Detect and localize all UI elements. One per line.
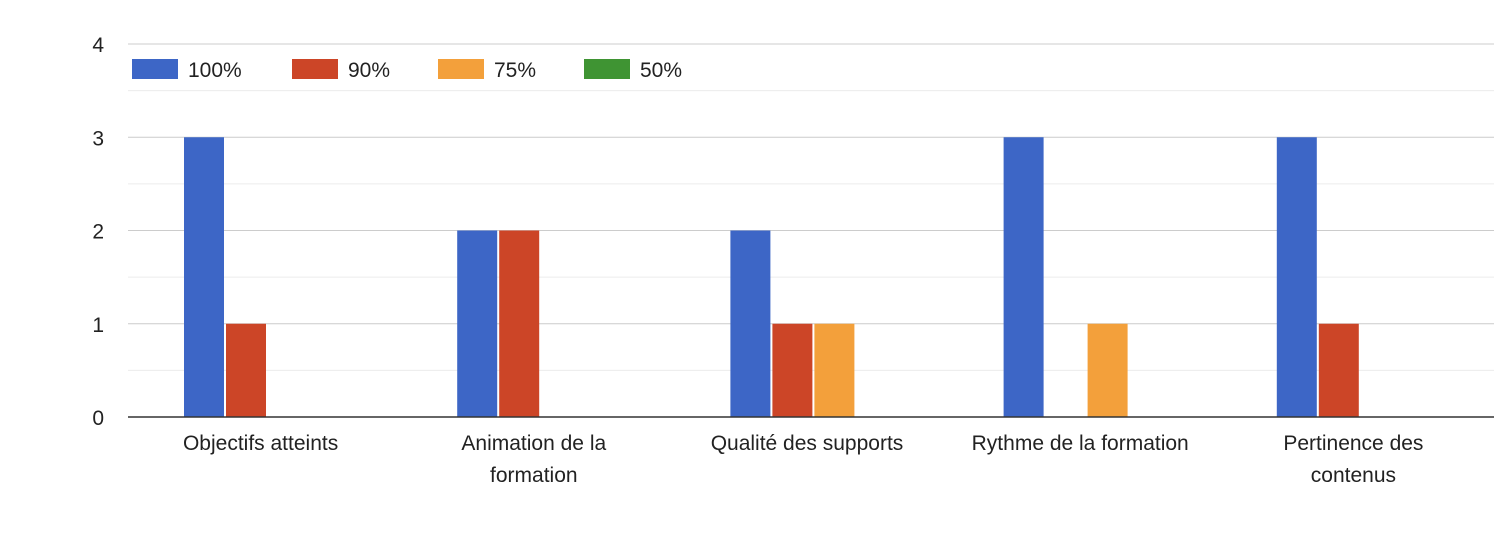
bar: [1087, 323, 1128, 417]
y-tick-label: 4: [92, 34, 104, 57]
y-tick-label: 1: [92, 314, 104, 337]
x-tick-label: Objectifs atteints: [183, 432, 338, 455]
x-tick-label-line: Objectifs atteints: [183, 432, 338, 455]
legend-item: 50%: [584, 59, 682, 82]
x-tick-label-line: Animation de la: [461, 432, 606, 455]
bar: [1318, 323, 1359, 417]
bar: [1276, 137, 1317, 417]
legend-label: 100%: [188, 59, 242, 82]
x-tick-label: Animation de la formation: [461, 432, 606, 487]
bar: [1003, 137, 1044, 417]
legend-swatch: [584, 59, 630, 79]
legend-item: 75%: [438, 59, 536, 82]
legend-swatch: [132, 59, 178, 79]
x-tick-label-line: contenus: [1311, 464, 1396, 487]
bar: [772, 323, 813, 417]
x-tick-label-line: formation: [490, 464, 578, 487]
x-tick-label-line: Rythme de la formation: [972, 432, 1189, 455]
bar: [814, 323, 855, 417]
y-tick-label: 0: [92, 407, 104, 430]
legend-item: 100%: [132, 59, 242, 82]
x-tick-label-line: Qualité des supports: [711, 432, 904, 455]
legend-label: 75%: [494, 59, 536, 82]
bar: [226, 323, 266, 417]
x-tick-label: Rythme de la formation: [972, 432, 1189, 455]
x-tick-label: Qualité des supports: [711, 432, 904, 455]
legend: 100% 90% 75% 50%: [132, 59, 682, 82]
bar: [184, 137, 224, 417]
legend-label: 90%: [348, 59, 390, 82]
y-tick-label: 3: [92, 127, 104, 150]
bars: [184, 137, 1359, 417]
bar: [499, 230, 540, 417]
axes: 0 1 2 3 4 Objectifs atteints Animation de la fo…: [92, 34, 1494, 487]
legend-item: 90%: [292, 59, 390, 82]
legend-swatch: [438, 59, 484, 79]
x-tick-label-line: Pertinence des: [1283, 432, 1423, 455]
legend-swatch: [292, 59, 338, 79]
legend-label: 50%: [640, 59, 682, 82]
bar: [457, 230, 498, 417]
x-tick-label: Pertinence des contenus: [1283, 432, 1423, 487]
bar: [730, 230, 771, 417]
y-tick-label: 2: [92, 221, 104, 244]
